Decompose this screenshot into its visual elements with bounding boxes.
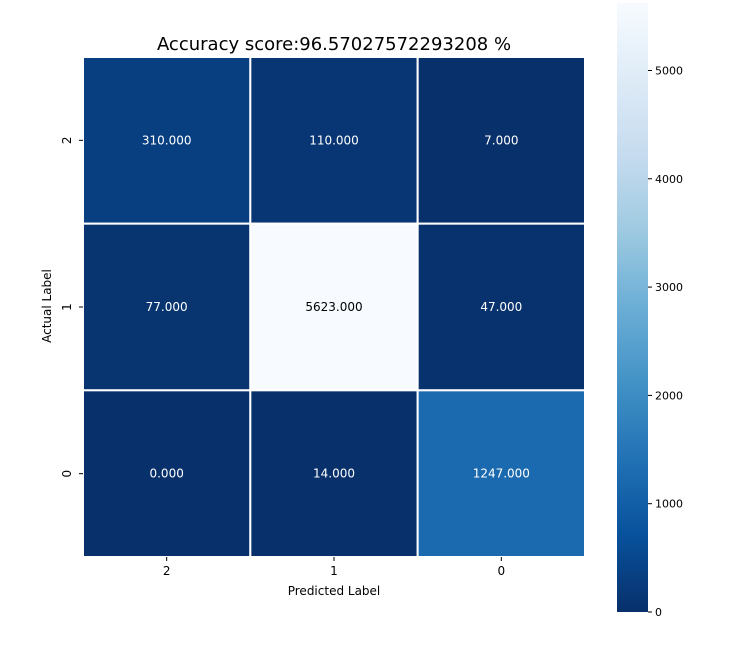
cell-value-label: 310.000 — [142, 133, 192, 147]
cell-value-label: 7.000 — [484, 133, 518, 147]
heatmap-cell — [416, 222, 586, 392]
x-tick-label: 0 — [498, 564, 506, 578]
cell-value-label: 77.000 — [146, 300, 188, 314]
y-tick-label: 1 — [60, 303, 74, 311]
colorbar-tick-label: 3000 — [655, 281, 683, 294]
colorbar-tick-label: 1000 — [655, 498, 683, 511]
cell-value-label: 1247.000 — [473, 467, 530, 481]
cell-value-label: 14.000 — [313, 467, 355, 481]
colorbar-tick-label: 4000 — [655, 173, 683, 186]
colorbar-tick-label: 2000 — [655, 389, 683, 402]
y-axis-ticks: 2 1 0 — [60, 137, 83, 478]
cell-value-label: 110.000 — [309, 133, 359, 147]
cell-value-label: 47.000 — [480, 300, 522, 314]
heatmap-cell — [82, 222, 252, 392]
y-axis-label: Actual Label — [40, 269, 54, 343]
y-tick-label: 2 — [60, 137, 74, 145]
x-axis-ticks: 2 1 0 — [163, 557, 505, 578]
colorbar-tick-label: 0 — [655, 606, 662, 619]
cell-value-label: 5623.000 — [305, 300, 362, 314]
x-tick-label: 1 — [330, 564, 338, 578]
chart-title: Accuracy score:96.57027572293208 % — [157, 34, 511, 55]
y-tick-label: 0 — [60, 470, 74, 478]
heatmap-cells: 310.000 110.000 7.000 77.000 5623.000 47.000 0… — [82, 56, 586, 559]
heatmap-cell — [249, 56, 419, 225]
x-axis-label: Predicted Label — [288, 584, 381, 598]
colorbar-tick-label: 5000 — [655, 64, 683, 77]
colorbar — [617, 3, 648, 612]
heatmap-cell — [82, 56, 252, 225]
cell-value-label: 0.000 — [149, 467, 183, 481]
heatmap-cell — [249, 389, 419, 559]
colorbar-ticks: 0 1000 2000 3000 4000 5000 — [648, 64, 683, 619]
x-tick-label: 2 — [163, 564, 171, 578]
heatmap-cell — [416, 56, 586, 225]
heatmap-cell — [249, 222, 419, 392]
